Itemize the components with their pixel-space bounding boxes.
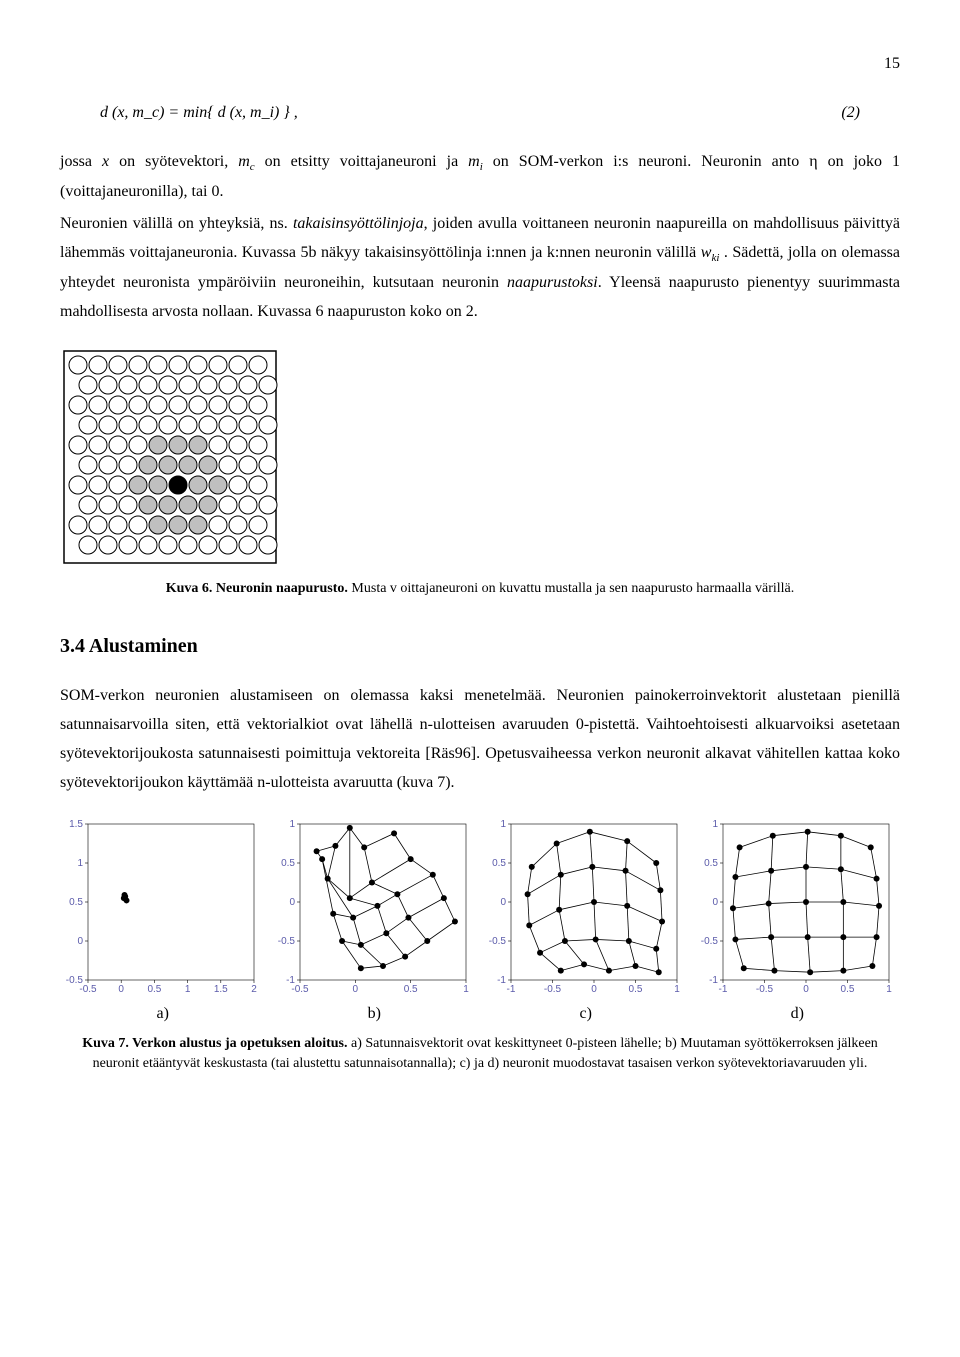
- p2a: Neuronien välillä on yhteyksiä, ns.: [60, 215, 293, 232]
- svg-text:-1: -1: [718, 984, 727, 995]
- fig6-cap-rest: Musta v oittajaneuroni on kuvattu mustal…: [348, 581, 794, 596]
- svg-text:-1: -1: [497, 975, 506, 986]
- svg-text:0: 0: [352, 984, 358, 995]
- paragraph-2: Neuronien välillä on yhteyksiä, ns. taka…: [60, 210, 900, 326]
- svg-text:0: 0: [712, 897, 718, 908]
- svg-text:0: 0: [591, 984, 597, 995]
- svg-text:0: 0: [500, 897, 506, 908]
- svg-text:-0.5: -0.5: [277, 936, 295, 947]
- svg-text:0: 0: [803, 984, 809, 995]
- svg-text:-1: -1: [286, 975, 295, 986]
- figure-7-caption: Kuva 7. Verkon alustus ja opetuksen aloi…: [60, 1034, 900, 1073]
- svg-text:-0.5: -0.5: [755, 984, 773, 995]
- svg-text:1: 1: [712, 819, 718, 830]
- svg-text:0.5: 0.5: [704, 858, 718, 869]
- fig7c-label: c): [483, 1000, 689, 1029]
- svg-text:1: 1: [463, 984, 469, 995]
- p1d: m: [238, 153, 250, 170]
- section-heading: 3.4 Alustaminen: [60, 628, 900, 664]
- figure-6-caption: Kuva 6. Neuronin naapurusto. Musta v oit…: [60, 579, 900, 599]
- page-number: 15: [60, 50, 900, 79]
- svg-text:0: 0: [289, 897, 295, 908]
- svg-text:0.5: 0.5: [840, 984, 854, 995]
- fig7-panel-c: -1 -0.5 0 0.5 1 -1 -0.5 0 0.5 1 c): [483, 818, 689, 1029]
- fig6-cap-bold: Kuva 6. Neuronin naapurusto.: [166, 581, 348, 596]
- svg-text:1: 1: [674, 984, 680, 995]
- fig7d-label: d): [695, 1000, 901, 1029]
- svg-text:1: 1: [886, 984, 892, 995]
- svg-text:-0.5: -0.5: [489, 936, 507, 947]
- fig7a-label: a): [60, 1000, 266, 1029]
- svg-text:-1: -1: [507, 984, 516, 995]
- p1a: jossa: [60, 153, 102, 170]
- p2d: w: [701, 244, 712, 261]
- svg-text:1: 1: [185, 984, 191, 995]
- svg-text:0.5: 0.5: [69, 897, 83, 908]
- paragraph-3: SOM-verkon neuronien alustamiseen on ole…: [60, 682, 900, 797]
- p1f: m: [468, 153, 480, 170]
- paragraph-1: jossa x on syötevektori, mc on etsitty v…: [60, 148, 900, 207]
- fig7-panel-a: -0.500.511.52-0.500.511.5 a): [60, 818, 266, 1029]
- fig7b-label: b): [272, 1000, 478, 1029]
- svg-text:0: 0: [77, 936, 83, 947]
- svg-text:0.5: 0.5: [147, 984, 161, 995]
- formula-expr: d (x, m_c) = min{ d (x, m_i) } ,: [100, 99, 298, 128]
- svg-text:0.5: 0.5: [492, 858, 506, 869]
- svg-text:0.5: 0.5: [403, 984, 417, 995]
- fig7-panel-b: -0.500.51-1-0.500.51 b): [272, 818, 478, 1029]
- formula: d (x, m_c) = min{ d (x, m_i) } , (2): [100, 99, 860, 128]
- p1e: on etsitty voittajaneuroni ja: [255, 153, 469, 170]
- svg-text:-0.5: -0.5: [544, 984, 562, 995]
- figure-6: [60, 347, 900, 567]
- svg-text:2: 2: [251, 984, 257, 995]
- p1c: on syötevektori,: [109, 153, 238, 170]
- fig7-panel-d: -1 -0.5 0 0.5 1 -1 -0.5 0 0.5 1 d): [695, 818, 901, 1029]
- svg-text:-0.5: -0.5: [66, 975, 84, 986]
- svg-text:0.5: 0.5: [629, 984, 643, 995]
- formula-num: (2): [841, 99, 860, 128]
- svg-text:-0.5: -0.5: [700, 936, 718, 947]
- svg-text:1: 1: [500, 819, 506, 830]
- p2f: naapurustoksi: [507, 274, 598, 291]
- svg-text:1.5: 1.5: [69, 819, 83, 830]
- fig7-cap-bold: Kuva 7. Verkon alustus ja opetuksen aloi…: [82, 1036, 347, 1051]
- svg-text:0.5: 0.5: [281, 858, 295, 869]
- svg-text:1.5: 1.5: [214, 984, 228, 995]
- svg-text:1: 1: [289, 819, 295, 830]
- p2b: takaisinsyöttölinjoja: [293, 215, 424, 232]
- svg-text:-1: -1: [709, 975, 718, 986]
- svg-text:1: 1: [77, 858, 83, 869]
- figure-7: -0.500.511.52-0.500.511.5 a) -0.500.51-1…: [60, 818, 900, 1029]
- svg-text:0: 0: [118, 984, 124, 995]
